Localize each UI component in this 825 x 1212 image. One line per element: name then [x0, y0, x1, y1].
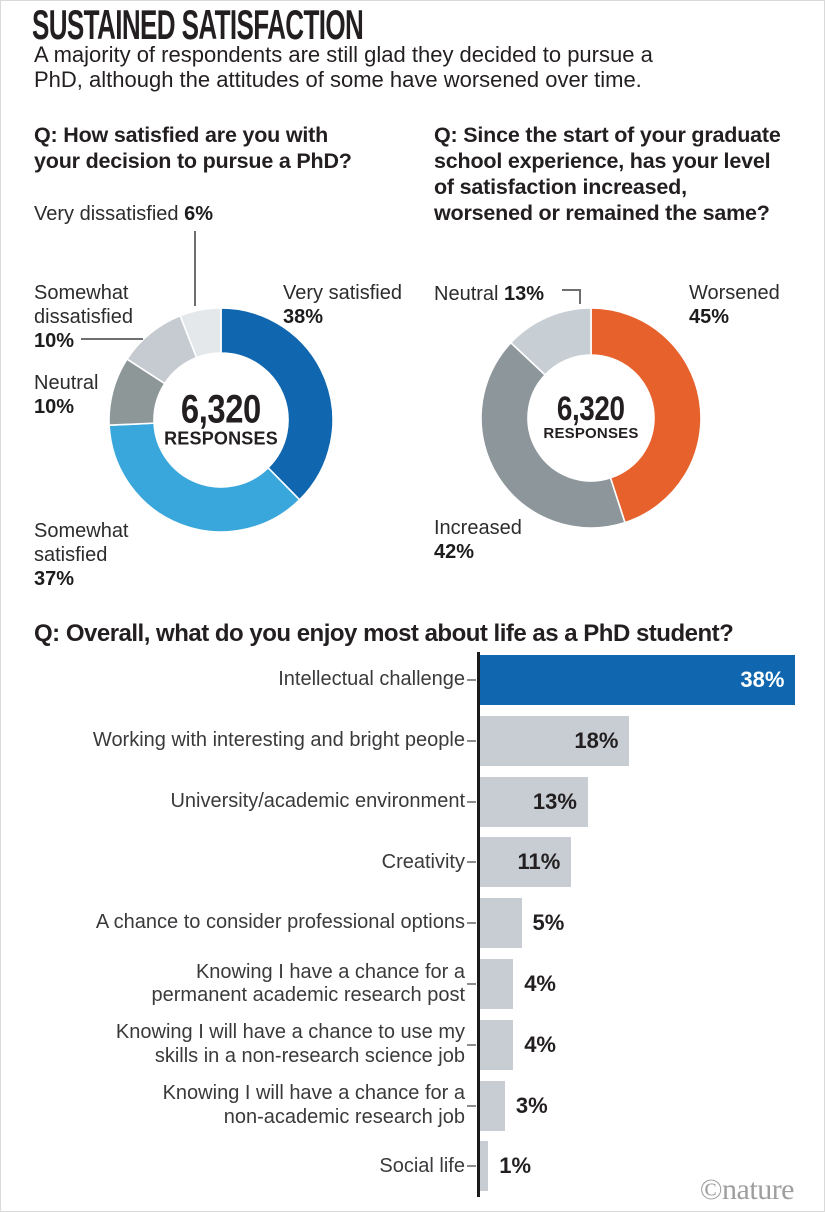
axis-tick: [467, 739, 476, 742]
donut1-label-somewhat-satisfied: Somewhat satisfied 37%: [34, 520, 129, 590]
bar-value-label: 18%: [574, 727, 619, 753]
donut2-connector-neutral: [562, 289, 581, 291]
bar-category-label: Intellectual challenge: [278, 668, 465, 691]
bar-value-label: 3%: [515, 1092, 548, 1118]
donut1-label-very-satisfied: Very satisfied 38%: [283, 282, 402, 328]
donut-segment-somewhat-satisfied: [108, 422, 301, 533]
bar-category-label: Knowing I will have a chance to use my s…: [115, 1021, 465, 1067]
bar-value-label: 38%: [740, 667, 785, 692]
axis-tick: [467, 800, 476, 803]
donut-segment-increased: [480, 341, 627, 529]
bar-creativity: [480, 837, 572, 888]
donut2-responses-count: 6,320: [557, 390, 625, 428]
donut1-connector-very-dissatisfied: [194, 231, 196, 306]
bar-chart-axis: [477, 652, 480, 1197]
bar-knowing-i-will-have-a-chance-t: [480, 1019, 514, 1070]
axis-tick: [467, 1165, 476, 1168]
bar-category-label: Creativity: [381, 850, 465, 873]
donut2-responses-label: RESPONSES: [543, 425, 639, 442]
axis-tick: [467, 679, 476, 681]
donut1-connector-somewhat-dissatisfied: [81, 338, 143, 340]
bar-value-label: 4%: [524, 1031, 556, 1057]
donut-segment-worsened: [590, 307, 702, 524]
bar-working-with-interesting-and-b: [480, 715, 630, 766]
bar-category-label: Social life: [379, 1154, 465, 1177]
bar-social-life: [480, 1141, 489, 1192]
bar-category-label: Knowing I have a chance for a permanent …: [151, 960, 466, 1007]
bar-category-label: Knowing I will have a chance for a non-a…: [162, 1082, 465, 1128]
page-title: SUSTAINED SATISFACTION: [32, 1, 364, 48]
donut1-responses-label: RESPONSES: [164, 428, 278, 449]
donut-chart-change: [480, 307, 702, 529]
donut2-label-increased: Increased 42%: [434, 517, 522, 563]
donut1-center-text: 6,320 RESPONSES: [164, 387, 278, 450]
donut1-label-very-dissatisfied: Very dissatisfied 6%: [34, 203, 213, 225]
bar-category-label: University/academic environment: [170, 789, 465, 812]
donut2-connector-neutral-drop: [579, 289, 581, 304]
donut1-label-neutral: Neutral 10%: [34, 372, 99, 418]
question-satisfaction-change: Q: Since the start of your graduate scho…: [434, 123, 781, 225]
bar-university/academic-environmen: [480, 776, 588, 827]
donut1-label-somewhat-dissatisfied: Somewhat dissatisfied 10%: [34, 282, 133, 352]
donut2-label-worsened: Worsened 45%: [689, 282, 780, 328]
donut2-label-neutral: Neutral 13%: [434, 283, 545, 305]
axis-tick: [467, 922, 476, 925]
bar-knowing-i-will-have-a-chance-f: [480, 1080, 505, 1131]
donut1-responses-count: 6,320: [180, 387, 262, 432]
donut-chart-satisfaction: [108, 307, 334, 533]
bar-value-label: 5%: [532, 910, 565, 936]
axis-tick: [467, 1043, 476, 1046]
bar-value-label: 11%: [517, 849, 561, 875]
bar-value-label: 1%: [499, 1153, 532, 1179]
nature-credit: ©nature: [699, 1173, 795, 1206]
bar-knowing-i-have-a-chance-for-a-: [480, 959, 514, 1009]
donut-segment-very-satisfied: [220, 307, 334, 501]
bar-a-chance-to-consider-professio: [480, 898, 522, 949]
axis-tick: [467, 861, 476, 864]
axis-tick: [467, 1104, 476, 1107]
bar-value-label: 13%: [532, 788, 577, 814]
bar-category-label: A chance to consider professional option…: [95, 911, 465, 934]
question-enjoy-most: Q: Overall, what do you enjoy most about…: [34, 620, 734, 647]
bar-category-label: Working with interesting and bright peop…: [92, 729, 465, 752]
axis-tick: [467, 983, 476, 985]
bar-value-label: 4%: [524, 971, 556, 996]
donut-segment-very-dissatisfied: [179, 307, 222, 359]
donut-segment-neutral: [509, 307, 592, 377]
page-subtitle: A majority of respondents are still glad…: [34, 42, 653, 92]
bar-intellectual-challenge: [480, 655, 796, 705]
donut2-center-text: 6,320 RESPONSES: [543, 390, 639, 443]
question-satisfaction: Q: How satisfied are you with your decis…: [34, 123, 352, 173]
